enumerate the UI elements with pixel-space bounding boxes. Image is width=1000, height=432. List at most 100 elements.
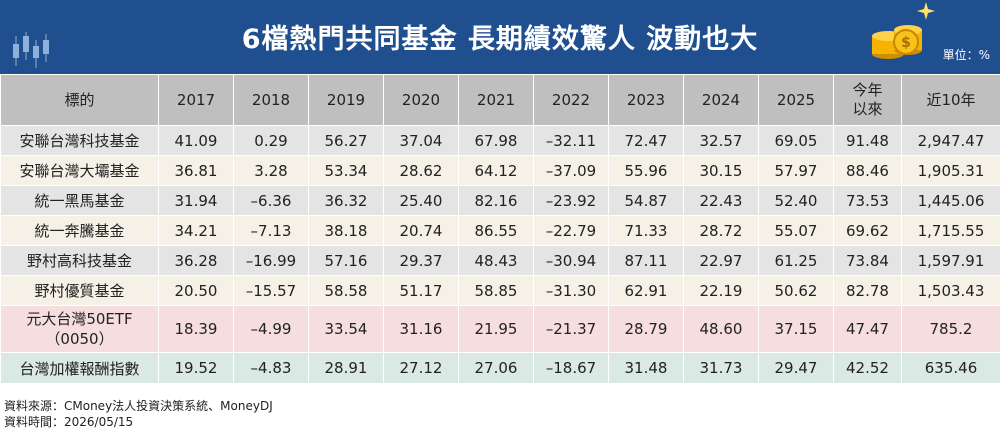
- value-cell: 36.81: [158, 155, 234, 186]
- value-cell: 28.62: [383, 155, 459, 186]
- value-cell: 29.37: [383, 245, 459, 276]
- value-cell: 48.43: [458, 245, 534, 276]
- fund-name-cell: 安聯台灣科技基金: [0, 125, 159, 156]
- value-cell: –15.57: [233, 275, 309, 306]
- ytd-label-line2: 以來: [852, 100, 883, 118]
- value-cell: 33.54: [308, 305, 384, 353]
- fund-performance-table: 標的 2017 2018 2019 2020 2021 2022 2023 20…: [0, 74, 1000, 384]
- value-cell: 37.15: [758, 305, 834, 353]
- title-banner: 6檔熱門共同基金 長期績效驚人 波動也大 $ 單位：%: [0, 0, 1000, 74]
- value-cell: 21.95: [458, 305, 534, 353]
- value-cell: 28.72: [683, 215, 759, 246]
- value-cell: 1,905.31: [901, 155, 1000, 186]
- value-cell: 91.48: [833, 125, 902, 156]
- fund-name-cell: 統一奔騰基金: [0, 215, 159, 246]
- value-cell: –21.37: [533, 305, 609, 353]
- value-cell: 82.16: [458, 185, 534, 216]
- svg-text:$: $: [901, 35, 911, 51]
- ytd-label-line1: 今年: [852, 81, 883, 99]
- value-cell: 67.98: [458, 125, 534, 156]
- value-cell: 1,597.91: [901, 245, 1000, 276]
- value-cell: –37.09: [533, 155, 609, 186]
- value-cell: 0.29: [233, 125, 309, 156]
- value-cell: 1,715.55: [901, 215, 1000, 246]
- value-cell: 82.78: [833, 275, 902, 306]
- value-cell: 88.46: [833, 155, 902, 186]
- value-cell: –4.99: [233, 305, 309, 353]
- table-body: 安聯台灣科技基金 41.09 0.29 56.27 37.04 67.98 –32.11 72…: [0, 125, 1000, 384]
- value-cell: 56.27: [308, 125, 384, 156]
- value-cell: 55.96: [608, 155, 684, 186]
- value-cell: 52.40: [758, 185, 834, 216]
- value-cell: 2,947.47: [901, 125, 1000, 156]
- value-cell: –32.11: [533, 125, 609, 156]
- column-header: 2019: [308, 74, 384, 126]
- value-cell: 36.32: [308, 185, 384, 216]
- value-cell: 48.60: [683, 305, 759, 353]
- value-cell: 28.79: [608, 305, 684, 353]
- value-cell: 22.43: [683, 185, 759, 216]
- value-cell: 31.73: [683, 352, 759, 384]
- fund-name-cell: 統一黑馬基金: [0, 185, 159, 216]
- page-title: 6檔熱門共同基金 長期績效驚人 波動也大: [241, 24, 759, 55]
- column-header-ytd: 今年 以來: [833, 74, 902, 126]
- value-cell: 57.16: [308, 245, 384, 276]
- value-cell: 69.05: [758, 125, 834, 156]
- sparkle-icon: [917, 2, 935, 20]
- table-row: 台灣加權報酬指數 19.52 –4.83 28.91 27.12 27.06 –18.67 3…: [0, 352, 1000, 384]
- value-cell: 27.12: [383, 352, 459, 384]
- coin-stack-icon: $: [872, 2, 935, 59]
- value-cell: 55.07: [758, 215, 834, 246]
- value-cell: 73.53: [833, 185, 902, 216]
- value-cell: –23.92: [533, 185, 609, 216]
- value-cell: 31.94: [158, 185, 234, 216]
- fund-name-cell: 野村優質基金: [0, 275, 159, 306]
- source-note: 資料來源：CMoney法人投資決策系統、MoneyDJ 資料時間：2026/05…: [4, 398, 273, 430]
- value-cell: 20.74: [383, 215, 459, 246]
- value-cell: 32.57: [683, 125, 759, 156]
- value-cell: 34.21: [158, 215, 234, 246]
- value-cell: 71.33: [608, 215, 684, 246]
- value-cell: 42.52: [833, 352, 902, 384]
- column-header: 2024: [683, 74, 759, 126]
- column-header: 近10年: [901, 74, 1000, 126]
- value-cell: 69.62: [833, 215, 902, 246]
- value-cell: 1,445.06: [901, 185, 1000, 216]
- column-header: 2021: [458, 74, 534, 126]
- value-cell: 47.47: [833, 305, 902, 353]
- value-cell: 87.11: [608, 245, 684, 276]
- value-cell: 53.34: [308, 155, 384, 186]
- value-cell: 51.17: [383, 275, 459, 306]
- value-cell: 57.97: [758, 155, 834, 186]
- value-cell: 31.48: [608, 352, 684, 384]
- data-date-text: 資料時間：2026/05/15: [4, 415, 134, 429]
- table-row: 統一奔騰基金 34.21 –7.13 38.18 20.74 86.55 –22.79 71.…: [0, 215, 1000, 246]
- value-cell: 61.25: [758, 245, 834, 276]
- value-cell: 54.87: [608, 185, 684, 216]
- value-cell: 58.58: [308, 275, 384, 306]
- unit-label: 單位：%: [942, 48, 990, 62]
- column-header: 2018: [233, 74, 309, 126]
- fund-name-cell: 安聯台灣大壩基金: [0, 155, 159, 186]
- value-cell: 785.2: [901, 305, 1000, 353]
- value-cell: 1,503.43: [901, 275, 1000, 306]
- value-cell: 18.39: [158, 305, 234, 353]
- value-cell: 635.46: [901, 352, 1000, 384]
- value-cell: 30.15: [683, 155, 759, 186]
- value-cell: 38.18: [308, 215, 384, 246]
- column-header: 2022: [533, 74, 609, 126]
- table-row: 野村高科技基金 36.28 –16.99 57.16 29.37 48.43 –30.94 8…: [0, 245, 1000, 276]
- value-cell: –18.67: [533, 352, 609, 384]
- value-cell: 27.06: [458, 352, 534, 384]
- table-row: 野村優質基金 20.50 –15.57 58.58 51.17 58.85 –31.30 62…: [0, 275, 1000, 306]
- value-cell: 29.47: [758, 352, 834, 384]
- column-header: 2023: [608, 74, 684, 126]
- value-cell: 22.19: [683, 275, 759, 306]
- table-row: 元大台灣50ETF （0050） 18.39 –4.99 33.54 31.16 21.95…: [0, 305, 1000, 353]
- value-cell: 25.40: [383, 185, 459, 216]
- value-cell: –30.94: [533, 245, 609, 276]
- column-header: 2017: [158, 74, 234, 126]
- value-cell: –16.99: [233, 245, 309, 276]
- value-cell: 86.55: [458, 215, 534, 246]
- table-row: 安聯台灣大壩基金 36.81 3.28 53.34 28.62 64.12 –37.09 55…: [0, 155, 1000, 186]
